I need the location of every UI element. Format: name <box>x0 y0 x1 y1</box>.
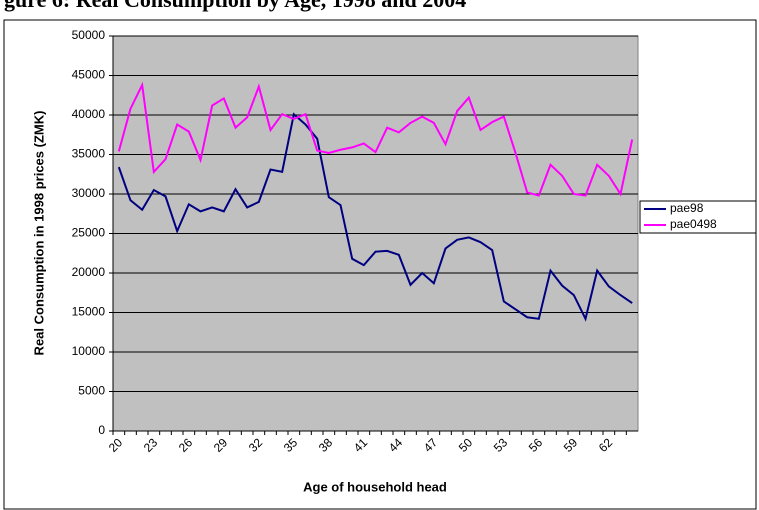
x-tick-label: 56 <box>526 435 546 455</box>
x-tick-label: 38 <box>316 435 336 455</box>
x-tick-label: 35 <box>281 435 301 455</box>
y-tick-label: 5000 <box>78 384 105 398</box>
y-tick-label: 35000 <box>72 147 106 161</box>
x-tick-label: 53 <box>491 435 511 455</box>
x-tick-label: 26 <box>176 435 196 455</box>
x-tick-label: 41 <box>351 435 371 455</box>
x-axis-title: Age of household head <box>303 479 447 494</box>
legend-label: pae0498 <box>670 217 717 231</box>
y-tick-label: 30000 <box>72 186 106 200</box>
x-tick-label: 20 <box>106 435 126 455</box>
y-tick-label: 10000 <box>72 344 106 358</box>
legend <box>639 200 757 234</box>
y-tick-label: 0 <box>98 423 105 437</box>
y-tick-label: 15000 <box>72 305 106 319</box>
y-tick-label: 45000 <box>72 68 106 82</box>
y-tick-label: 25000 <box>72 226 106 240</box>
legend-label: pae98 <box>670 201 704 215</box>
x-tick-label: 32 <box>246 435 266 455</box>
x-tick-label: 59 <box>561 435 581 455</box>
series-line <box>117 112 633 322</box>
chart-title: gure 6: Real Consumption by Age, 1998 an… <box>4 0 466 12</box>
x-tick-label: 50 <box>456 435 476 455</box>
x-tick-label: 62 <box>596 435 616 455</box>
chart-frame <box>3 19 757 510</box>
y-axis-title: Real Consumption in 1998 prices (ZMK) <box>31 111 46 356</box>
x-tick-label: 47 <box>421 435 441 455</box>
y-tick-label: 50000 <box>72 28 106 42</box>
x-tick-label: 23 <box>141 435 161 455</box>
y-tick-label: 40000 <box>72 107 106 121</box>
series-line <box>117 81 634 197</box>
x-tick-label: 44 <box>386 435 406 455</box>
y-tick-label: 20000 <box>72 265 106 279</box>
x-tick-label: 29 <box>211 435 231 455</box>
